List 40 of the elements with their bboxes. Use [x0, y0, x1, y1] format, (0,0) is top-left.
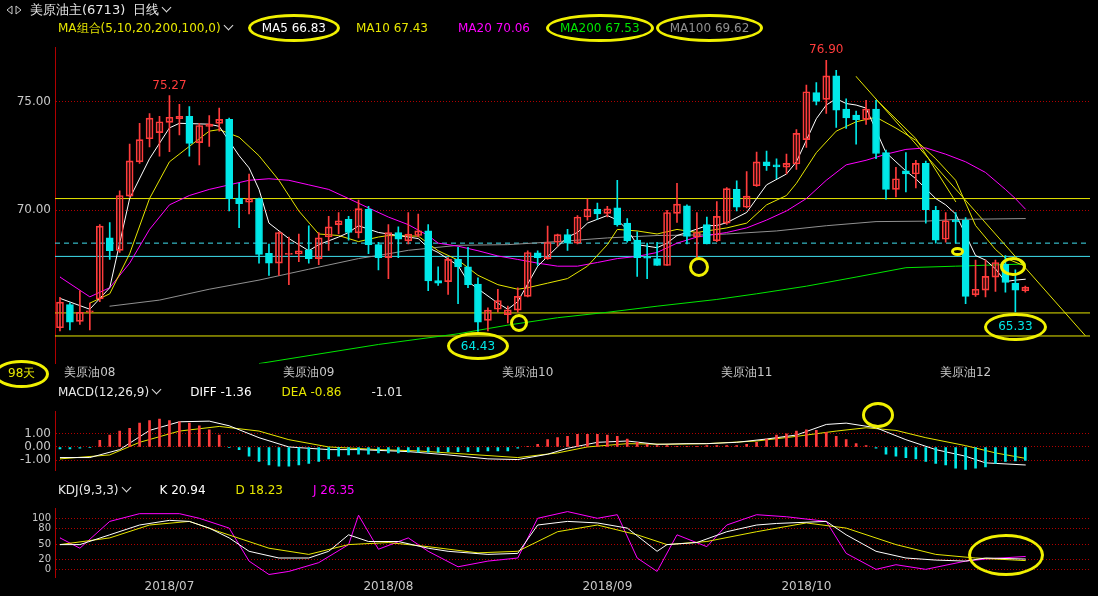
annotation: 76.90: [809, 42, 844, 57]
annotation: 64.43: [460, 338, 496, 353]
text: D 18.23: [235, 483, 284, 497]
annotation: 75.27: [152, 77, 187, 92]
y-tick-label: 100: [31, 511, 51, 523]
text: MA5 66.83: [261, 21, 326, 35]
x-tick-label: 美原油12: [939, 364, 992, 379]
chart-title: 美原油主(6713): [30, 1, 126, 19]
x-tick-label: 美原油11: [721, 364, 773, 379]
x-tick-label: 2018/09: [582, 578, 633, 593]
x-tick-label: 美原油10: [502, 364, 554, 379]
y-tick-label: 1.00: [24, 425, 51, 440]
y-tick-label: 20: [38, 553, 51, 565]
y-tick-label: 80: [38, 522, 51, 534]
text: K 20.94: [159, 483, 206, 497]
text: MA20 70.06: [458, 21, 530, 35]
x-tick-label: 2018/07: [144, 578, 195, 593]
text: MA200 67.53: [560, 21, 640, 35]
text: -1.01: [371, 385, 403, 399]
y-tick-label: -1.00: [19, 452, 51, 467]
y-tick-label: 50: [38, 537, 51, 549]
y-tick-label: 0: [44, 563, 51, 575]
text: 98天: [8, 365, 36, 380]
series-label: J 26.35: [313, 483, 355, 497]
chart-subtitle: 日线: [133, 1, 160, 19]
y-tick-label: 0.00: [24, 439, 51, 454]
text: DEA -0.86: [281, 385, 342, 399]
y-tick-label: 70.00: [16, 202, 51, 217]
legend-title: KDJ(9,3,3): [58, 483, 119, 497]
legend-title: MACD(12,26,9): [58, 385, 150, 399]
x-tick-label: 2018/10: [781, 578, 832, 593]
annotation: 65.33: [998, 318, 1033, 333]
text: MA10 67.43: [356, 21, 428, 35]
x-tick-label: 美原油09: [283, 364, 335, 379]
y-tick-label: 75.00: [16, 93, 51, 108]
x-tick-label: 2018/08: [363, 578, 414, 593]
series-label: DIFF -1.36: [190, 385, 252, 399]
text: MA100 69.62: [669, 21, 750, 35]
x-tick-label: 美原油08: [64, 364, 116, 379]
legend-title: MA组合(5,10,20,200,100,0): [58, 19, 221, 37]
